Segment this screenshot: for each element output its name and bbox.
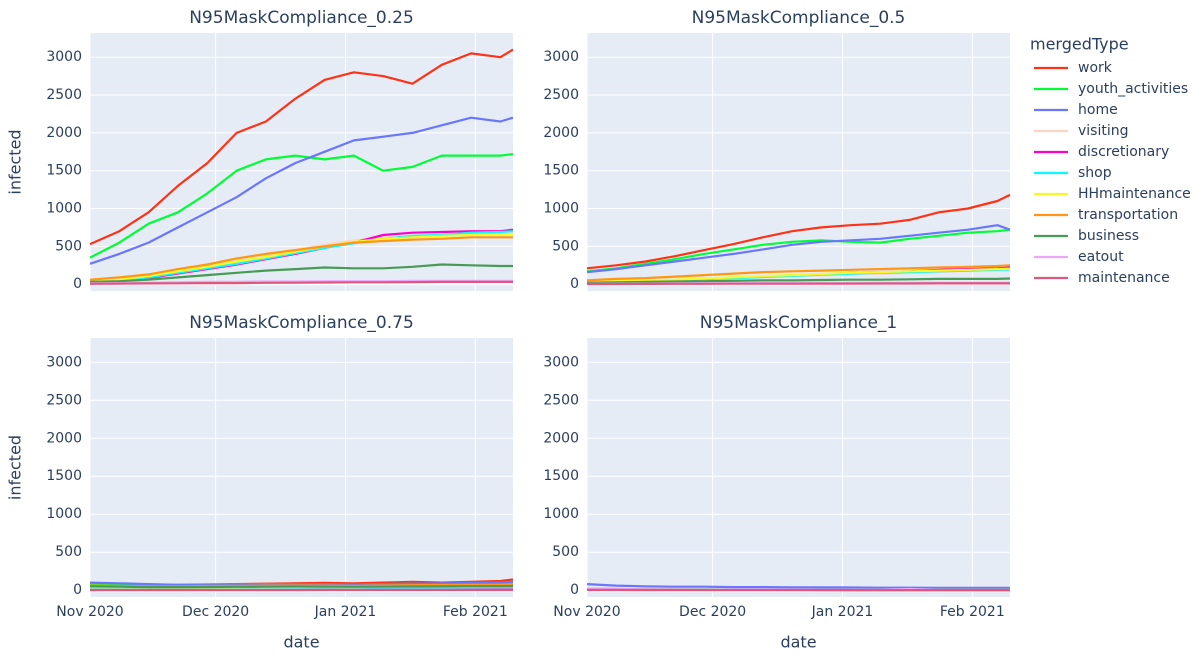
legend-label: visiting [1078,123,1129,139]
legend-label: discretionary [1078,144,1169,160]
y-tick-label: 1500 [46,163,82,179]
y-tick-label: 500 [55,544,82,560]
series-line [587,283,1010,284]
y-axis-label: infected [6,435,25,500]
y-tick-label: 0 [570,582,579,598]
legend-label: HHmaintenance [1078,186,1191,202]
plot-area [90,338,513,597]
y-tick-label: 3000 [46,49,82,65]
y-tick-label: 1500 [543,163,579,179]
y-tick-label: 0 [73,276,82,292]
y-tick-label: 0 [73,582,82,598]
legend-label: youth_activities [1078,81,1188,97]
plot-area [587,33,1010,291]
x-axis-label: date [780,633,816,652]
x-tick-label: Feb 2021 [940,604,1005,620]
y-tick-label: 500 [552,544,579,560]
x-axis-label: date [283,633,319,652]
x-tick-label: Jan 2021 [811,604,874,620]
y-tick-label: 1000 [543,201,579,217]
legend-label: business [1078,228,1139,244]
x-tick-label: Dec 2020 [679,604,746,620]
y-tick-label: 0 [570,276,579,292]
plot-area [587,338,1010,597]
series-line [90,586,513,587]
legend-label: eatout [1078,249,1124,265]
y-tick-label: 1500 [46,468,82,484]
subplot-title: N95MaskCompliance_0.75 [189,313,414,333]
y-tick-label: 1000 [46,201,82,217]
x-tick-label: Dec 2020 [182,604,249,620]
y-tick-label: 2500 [46,87,82,103]
legend-label: home [1078,102,1118,118]
y-axis-label: infected [6,129,25,194]
y-tick-label: 3000 [543,49,579,65]
y-tick-label: 500 [552,238,579,254]
subplot-title: N95MaskCompliance_1 [700,313,898,333]
legend-label: maintenance [1078,270,1170,286]
legend-title: mergedType [1030,35,1129,54]
y-tick-label: 2000 [46,430,82,446]
y-tick-label: 2500 [543,87,579,103]
y-tick-label: 3000 [46,354,82,370]
y-tick-label: 3000 [543,354,579,370]
x-tick-label: Jan 2021 [314,604,377,620]
y-tick-label: 2500 [543,392,579,408]
y-tick-label: 2000 [543,125,579,141]
x-tick-label: Nov 2020 [56,604,123,620]
subplot-title: N95MaskCompliance_0.25 [189,8,414,28]
y-tick-label: 500 [55,238,82,254]
y-tick-label: 2500 [46,392,82,408]
y-tick-label: 1500 [543,468,579,484]
y-tick-label: 2000 [543,430,579,446]
y-tick-label: 1000 [543,506,579,522]
x-tick-label: Feb 2021 [443,604,508,620]
subplot-title: N95MaskCompliance_0.5 [692,8,906,28]
legend-label: work [1078,60,1113,76]
y-tick-label: 2000 [46,125,82,141]
x-tick-label: Nov 2020 [553,604,620,620]
legend-label: shop [1078,165,1112,181]
legend-label: transportation [1078,207,1178,223]
y-tick-label: 1000 [46,506,82,522]
